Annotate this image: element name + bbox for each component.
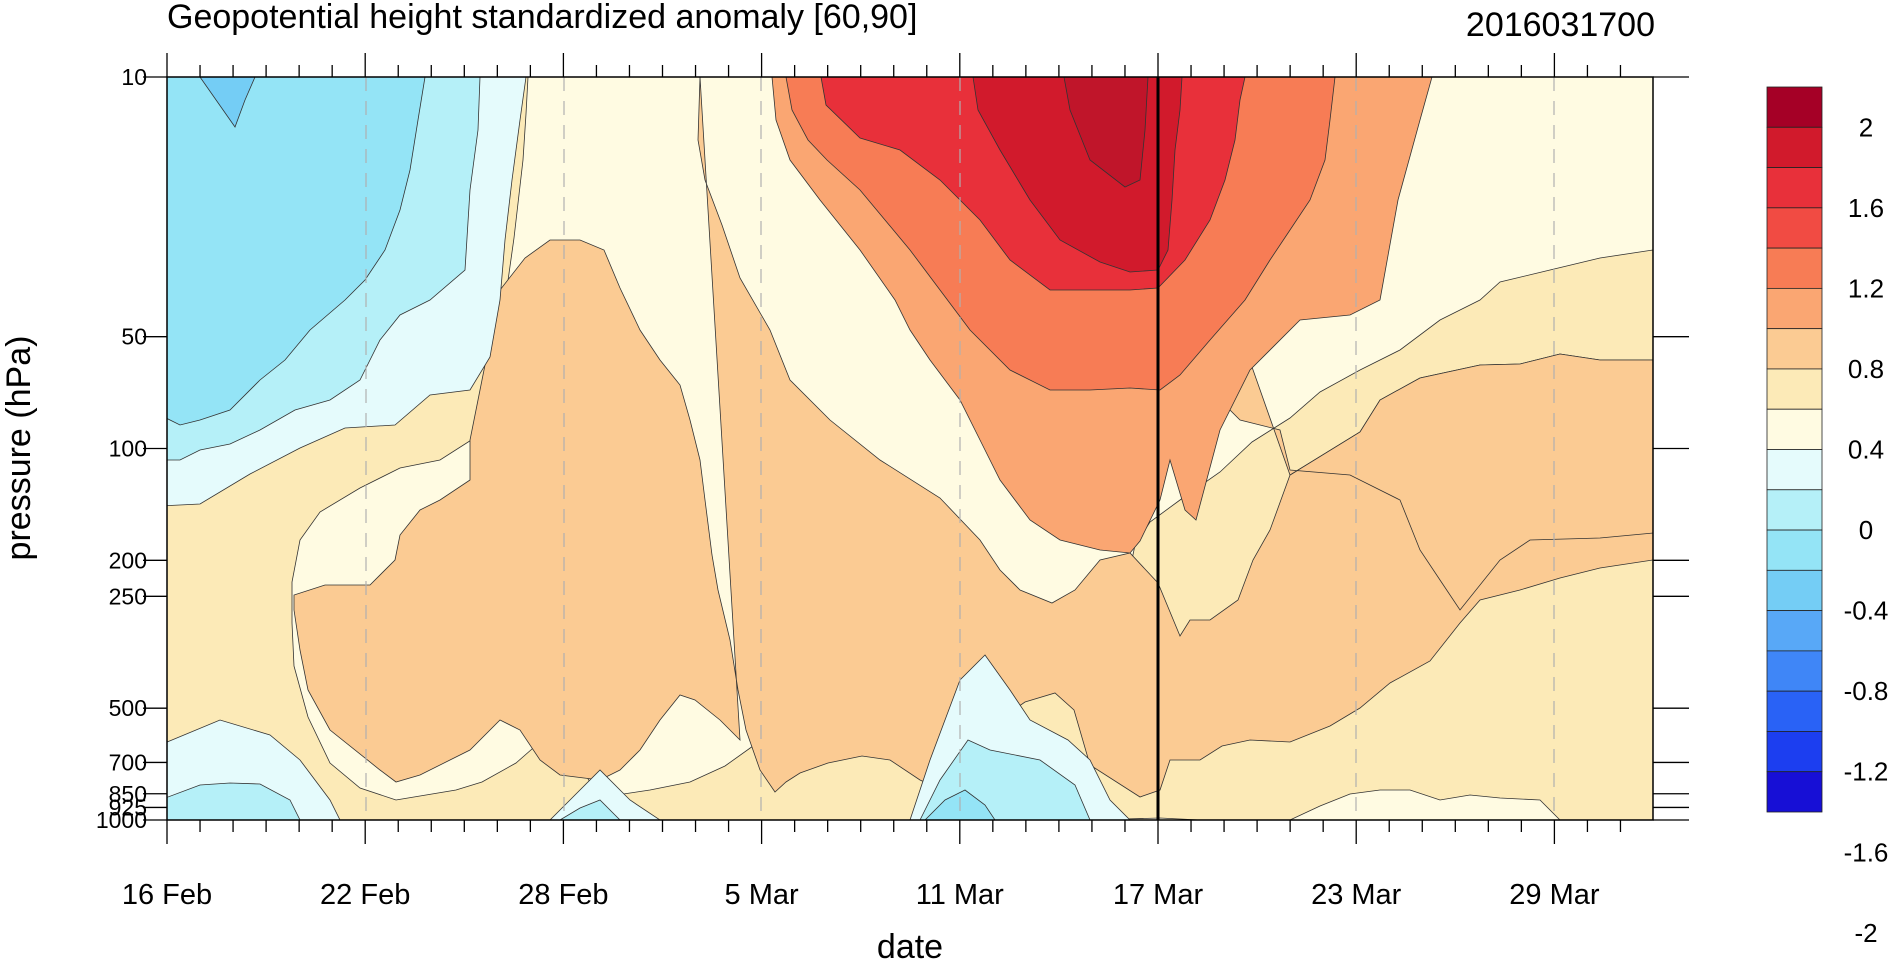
- colorbar-swatch: [1766, 489, 1823, 531]
- colorbar-label: -0.4: [1844, 596, 1889, 626]
- colorbar-swatch: [1766, 449, 1823, 491]
- band-cool-lower-left-0-4: [167, 782, 301, 820]
- colorbar-swatch: [1766, 690, 1823, 732]
- colorbar-label: 0: [1859, 515, 1873, 545]
- colorbar-swatch: [1766, 771, 1823, 813]
- band-warm-peak: [1063, 77, 1149, 188]
- colorbar-label: -0.8: [1844, 676, 1889, 706]
- y-tick-label: 10: [121, 64, 147, 90]
- colorbar-swatch: [1766, 247, 1823, 289]
- colorbar-swatch: [1766, 408, 1823, 450]
- y-tick-label: 1000: [96, 807, 147, 833]
- x-tick-label: 28 Feb: [518, 879, 608, 911]
- colorbar-swatch: [1766, 86, 1823, 128]
- y-tick-label: 925: [109, 794, 147, 820]
- x-axis-label: date: [877, 928, 943, 963]
- colorbar-swatch: [1766, 731, 1823, 773]
- x-tick-label: 11 Mar: [916, 879, 1004, 911]
- y-tick-label: 700: [109, 749, 147, 775]
- colorbar-label: 2: [1859, 112, 1873, 142]
- colorbar-label: -1.2: [1844, 757, 1889, 787]
- band-cool-0-6: [167, 77, 426, 426]
- colorbar-swatch: [1766, 167, 1823, 209]
- chart-title: Geopotential height standardized anomaly…: [167, 0, 917, 36]
- y-tick-label: 200: [109, 547, 147, 573]
- x-tick-label: 23 Mar: [1311, 879, 1402, 911]
- band-cool-lower-left-b: [549, 769, 661, 820]
- colorbar-label: -1.6: [1844, 837, 1889, 867]
- colorbar-swatch: [1766, 368, 1823, 410]
- plot-area: [167, 77, 1653, 820]
- colorbar-swatch: [1766, 328, 1823, 370]
- colorbar-swatch: [1766, 287, 1823, 330]
- x-tick-label: 17 Mar: [1113, 879, 1204, 911]
- y-tick-label: 850: [109, 781, 147, 807]
- colorbar-label: 0.4: [1848, 435, 1884, 465]
- y-tick-label: 500: [109, 695, 147, 721]
- date-gridlines: [365, 77, 1555, 820]
- colorbar-label: -2: [1854, 918, 1877, 948]
- y-tick-label: 50: [121, 324, 147, 350]
- colorbar-label: 1.2: [1848, 273, 1884, 303]
- y-tick-label: 100: [109, 436, 147, 462]
- chart-subtitle: 2016031700: [1466, 6, 1655, 44]
- colorbar-swatch: [1766, 126, 1823, 168]
- colorbar-swatch: [1766, 650, 1823, 692]
- y-axis-label: pressure (hPa): [0, 336, 38, 561]
- colorbar-swatch: [1766, 569, 1823, 612]
- colorbar-swatch: [1766, 529, 1823, 571]
- x-tick-label: 29 Mar: [1509, 879, 1600, 911]
- band-cool-0-8: [199, 77, 256, 128]
- y-tick-label: 250: [109, 583, 147, 609]
- x-axis: 16 Feb 22 Feb 28 Feb 5 Mar 11 Mar 17 Mar 23 Ma…: [122, 53, 1622, 911]
- colorbar-label: 0.8: [1848, 354, 1884, 384]
- colorbar-swatch: [1766, 610, 1823, 652]
- x-tick-label: 22 Feb: [320, 879, 410, 911]
- colorbar-label: 1.6: [1848, 193, 1884, 223]
- colorbar-swatch: [1766, 207, 1823, 249]
- band-cool-lower-left-c: [559, 799, 621, 820]
- x-tick-label: 16 Feb: [122, 879, 212, 911]
- colorbar: 2 1.6 1.2 0.8 0.4 0 -0.4 -0.8 -1.2 -1.6 -2: [1766, 86, 1889, 948]
- x-tick-label: 5 Mar: [725, 879, 799, 911]
